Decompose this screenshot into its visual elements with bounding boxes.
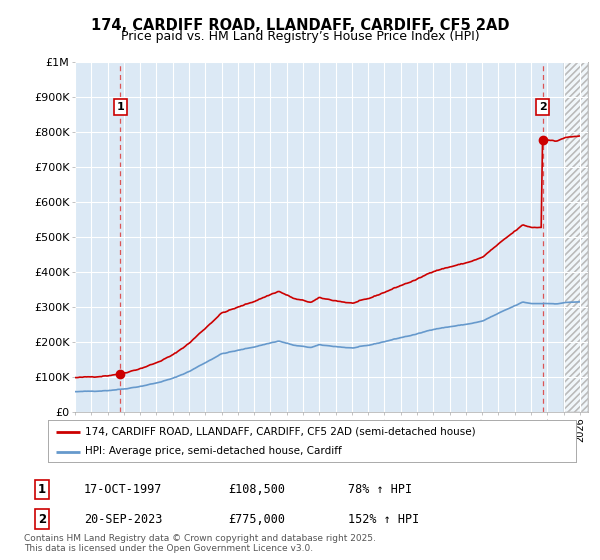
Text: HPI: Average price, semi-detached house, Cardiff: HPI: Average price, semi-detached house,… <box>85 446 342 456</box>
Text: 17-OCT-1997: 17-OCT-1997 <box>84 483 163 496</box>
Text: 2: 2 <box>539 102 547 112</box>
Text: £108,500: £108,500 <box>228 483 285 496</box>
Text: 174, CARDIFF ROAD, LLANDAFF, CARDIFF, CF5 2AD (semi-detached house): 174, CARDIFF ROAD, LLANDAFF, CARDIFF, CF… <box>85 427 476 437</box>
Text: 152% ↑ HPI: 152% ↑ HPI <box>348 512 419 526</box>
Text: Price paid vs. HM Land Registry’s House Price Index (HPI): Price paid vs. HM Land Registry’s House … <box>121 30 479 43</box>
Text: 78% ↑ HPI: 78% ↑ HPI <box>348 483 412 496</box>
Text: 2: 2 <box>38 512 46 526</box>
Text: 1: 1 <box>38 483 46 496</box>
Text: 20-SEP-2023: 20-SEP-2023 <box>84 512 163 526</box>
Text: 174, CARDIFF ROAD, LLANDAFF, CARDIFF, CF5 2AD: 174, CARDIFF ROAD, LLANDAFF, CARDIFF, CF… <box>91 18 509 32</box>
Bar <box>563 62 588 412</box>
Text: Contains HM Land Registry data © Crown copyright and database right 2025.
This d: Contains HM Land Registry data © Crown c… <box>24 534 376 553</box>
Bar <box>563 62 588 412</box>
Text: 1: 1 <box>116 102 124 112</box>
Text: £775,000: £775,000 <box>228 512 285 526</box>
